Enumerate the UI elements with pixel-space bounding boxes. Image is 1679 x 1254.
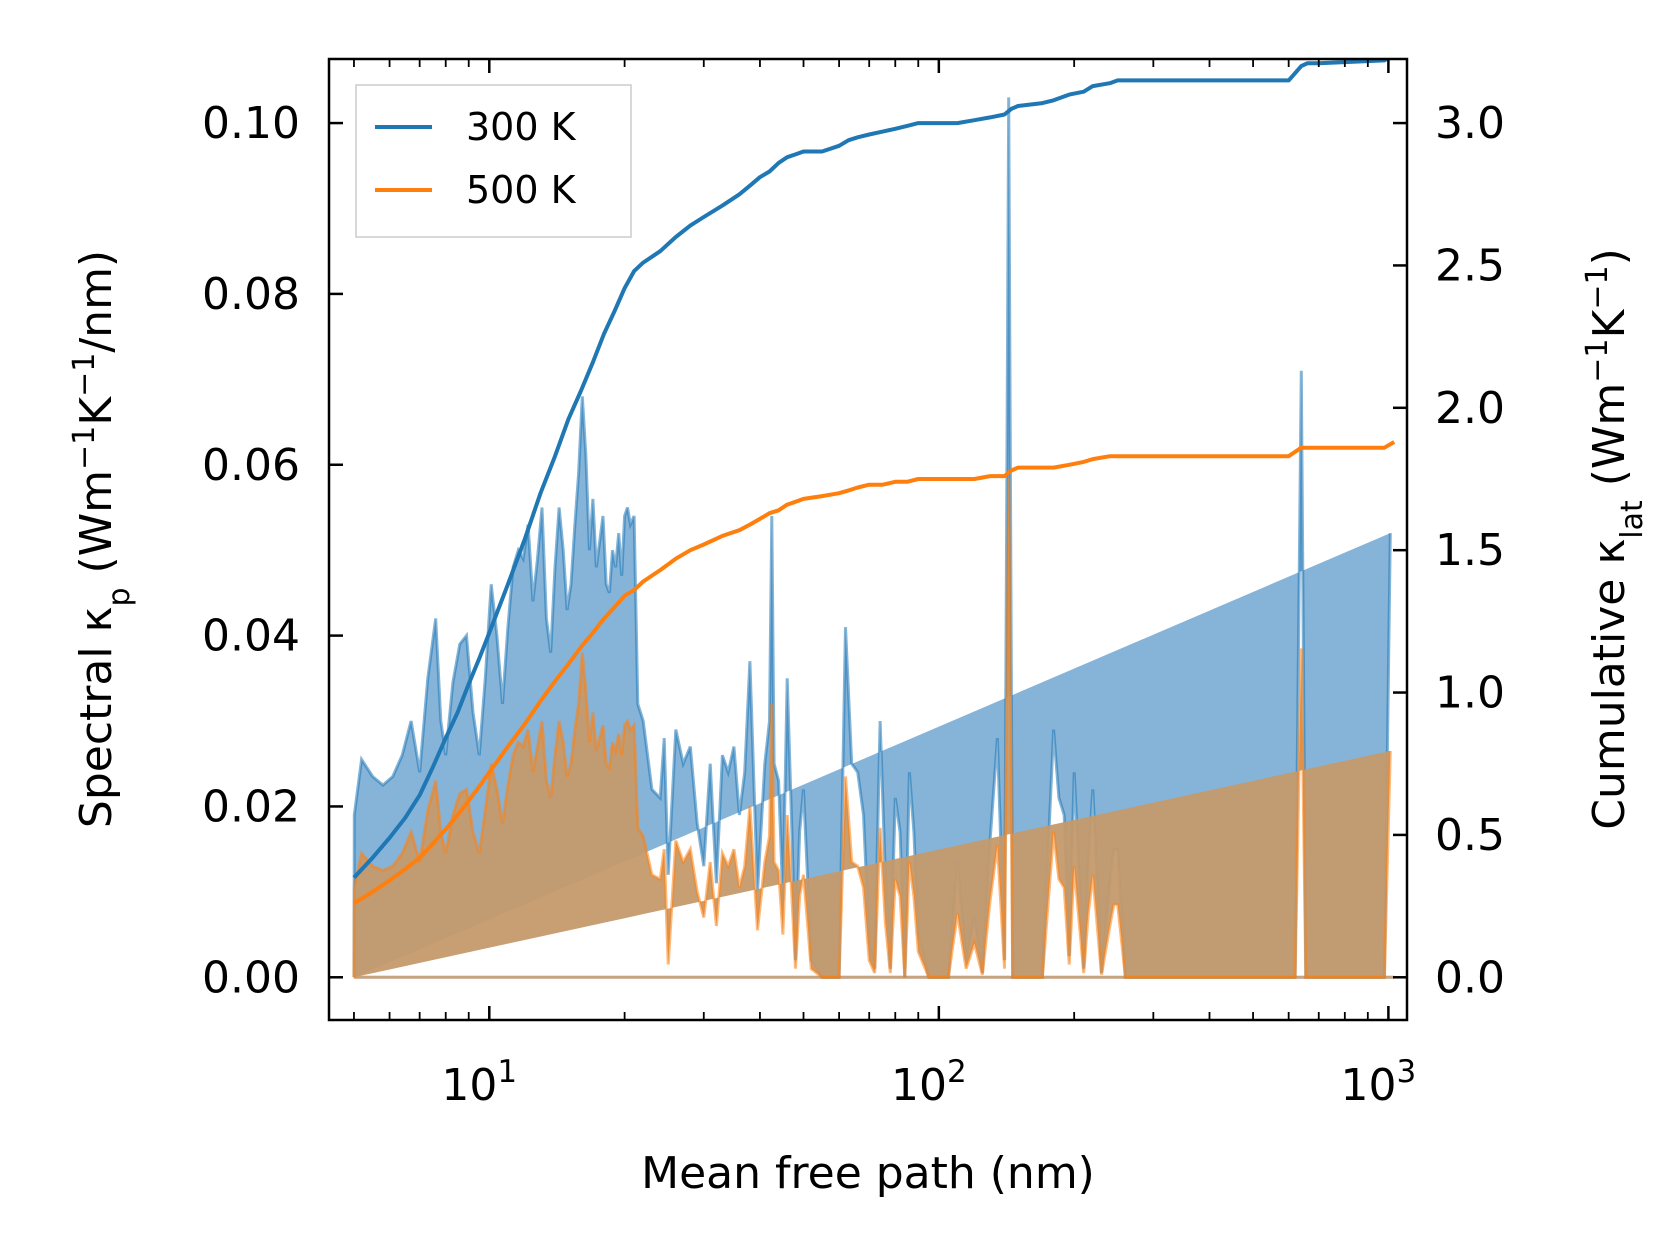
y-left-tick-label: 0.10 (202, 98, 300, 149)
spectral-area-500k (354, 477, 1391, 978)
spectral-edge-500k (352, 477, 1392, 979)
x-axis-title: Mean free path (nm) (641, 1148, 1095, 1199)
y-left-tick-label: 0.02 (202, 781, 300, 832)
cumulative-line-500k (352, 440, 1396, 906)
tick-labels: 101 102 103 0.00 0.02 0.04 0.06 0.08 0.10 0.0 0.5 1… (202, 98, 1505, 1111)
y-right-tick-label: 2.5 (1435, 240, 1505, 291)
spectral-fills (352, 97, 1395, 979)
y-right-tick-label: 1.5 (1435, 525, 1505, 576)
cumulative-lines (352, 59, 1396, 906)
legend-box (355, 84, 632, 238)
x-tick-label: 102 (891, 1054, 967, 1111)
y-right-tick-label: 1.0 (1435, 668, 1505, 719)
cumulative-line-300k (352, 59, 1391, 879)
legend-label-300k: 300 K (466, 105, 577, 149)
y-axis-left-title: Spectral κp (Wm−1K−1/nm) (67, 250, 137, 828)
axis-ticks (329, 59, 1407, 1020)
x-tick-label: 101 (441, 1054, 517, 1111)
plot-frame (327, 57, 1409, 1022)
y-right-tick-label: 0.0 (1435, 952, 1505, 1003)
y-left-tick-label: 0.06 (202, 440, 300, 491)
x-tick-label: 103 (1341, 1054, 1417, 1111)
y-left-tick-label: 0.00 (202, 952, 300, 1003)
y-axis-right-title: Cumulative κlat (Wm−1K−1) (1580, 248, 1650, 830)
legend: 300 K 500 K (355, 84, 632, 238)
y-left-tick-label: 0.04 (202, 611, 300, 662)
y-right-tick-label: 2.0 (1435, 383, 1505, 434)
y-right-tick-label: 0.5 (1435, 810, 1505, 861)
y-right-tick-label: 3.0 (1435, 98, 1505, 149)
y-left-tick-label: 0.08 (202, 269, 300, 320)
legend-label-500k: 500 K (466, 168, 577, 212)
